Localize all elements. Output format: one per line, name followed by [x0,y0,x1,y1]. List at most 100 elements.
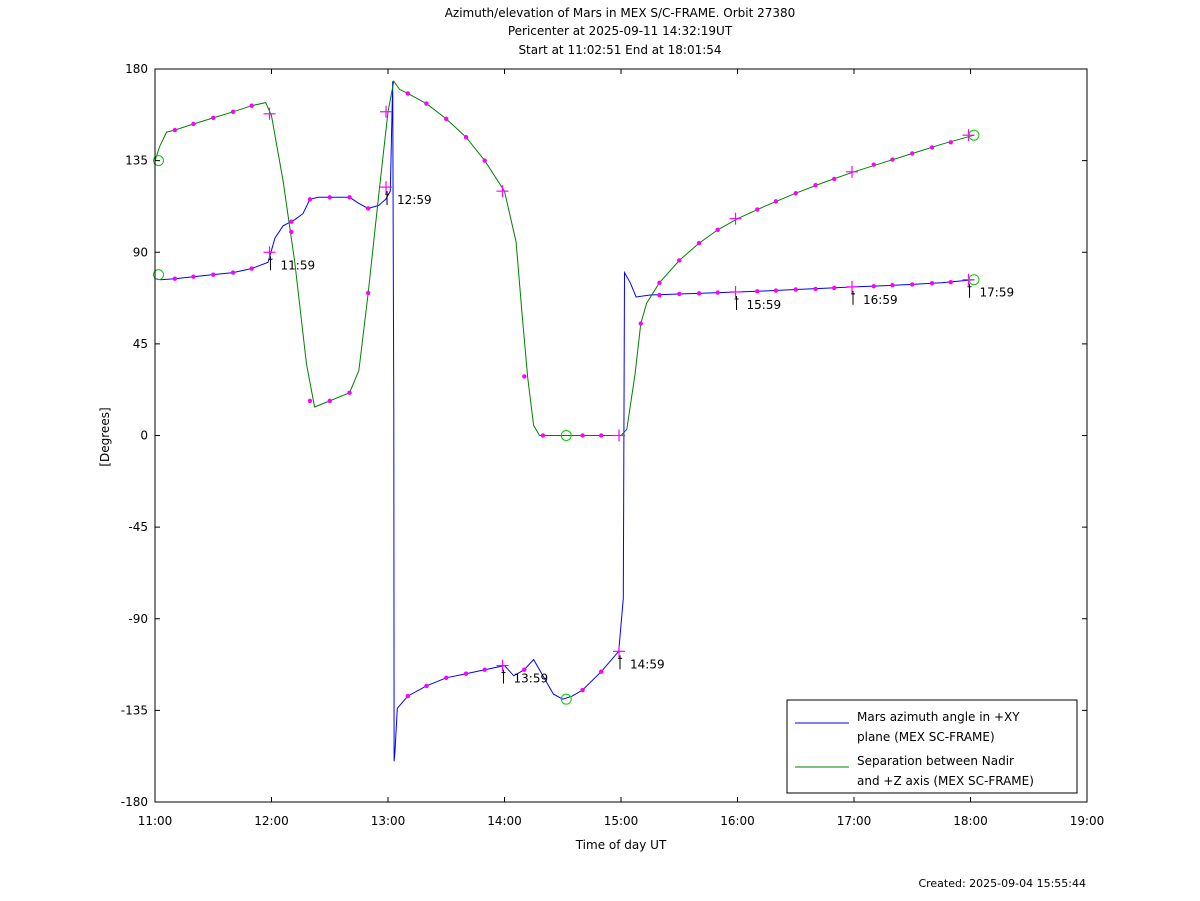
data-point-separation [929,145,935,150]
legend-azimuth-line2: plane (MEX SC-FRAME) [857,730,995,744]
hour-mark-label: 15:59 [747,298,782,312]
data-point-separation [831,176,837,182]
start-end-marker [968,129,980,141]
data-point-azimuth [289,219,294,224]
hour-plus-marker [380,181,393,194]
x-tick-label: 12:00 [254,814,289,828]
data-point-separation [307,398,313,404]
hour-mark-label: 14:59 [630,657,665,671]
data-point-separation [347,390,352,395]
data-point-separation [598,433,604,438]
data-point-azimuth [347,195,352,200]
data-point-separation [813,182,818,188]
data-point-azimuth [307,197,313,202]
data-point-azimuth [890,283,895,288]
hour-mark-label: 11:59 [281,258,316,272]
x-tick-label: 15:00 [604,814,639,828]
data-point-azimuth [677,291,682,297]
hour-plus-marker [496,659,509,672]
x-tick-label: 13:00 [371,814,406,828]
data-point-separation [482,158,487,163]
start-end-marker [560,430,572,441]
hour-plus-marker [380,105,393,118]
data-point-azimuth [871,284,877,289]
hour-plus-marker [846,280,859,293]
data-point-separation [172,127,178,133]
y-tick-label: -180 [121,795,148,809]
start-end-marker [152,155,164,167]
data-point-separation [444,116,449,122]
hour-mark-label: 16:59 [863,293,898,307]
data-point-separation [657,280,662,285]
data-point-azimuth [249,266,254,271]
data-point-azimuth [191,274,196,279]
data-point-azimuth [230,270,236,275]
chart-title: Azimuth/elevation of Mars in MEX S/C-FRA… [444,6,796,20]
data-point-separation [289,229,294,235]
data-point-azimuth [211,272,216,277]
y-tick-label: 135 [125,154,148,168]
data-point-azimuth [522,667,527,672]
y-axis-label: [Degrees] [98,407,112,466]
y-tick-label: 180 [125,62,148,76]
y-tick-label: -135 [121,703,148,717]
hour-mark-label: 17:59 [980,286,1015,300]
y-tick-label: 90 [133,245,148,259]
data-point-separation [638,321,644,326]
data-point-azimuth [773,288,779,293]
data-point-separation [540,433,546,438]
hour-plus-marker [496,185,509,198]
data-point-azimuth [365,206,371,211]
data-point-azimuth [929,280,935,286]
start-end-text: Start at 11:02:51 End at 18:01:54 [518,43,722,57]
data-point-azimuth [424,683,429,689]
pericenter-text: Pericenter at 2025-09-11 14:32:19UT [507,24,733,38]
x-axis-label: Time of day UT [575,838,667,852]
hour-plus-marker [729,212,742,225]
start-end-marker [152,269,164,281]
data-point-separation [463,135,469,140]
data-point-separation [191,121,196,127]
hour-plus-marker [613,429,626,442]
x-tick-label: 11:00 [138,814,173,828]
hour-plus-marker [263,107,276,120]
data-point-separation [755,207,760,212]
data-point-separation [522,374,527,379]
data-point-azimuth [793,287,798,292]
x-tick-label: 14:00 [487,814,522,828]
legend-separation-line1: Separation between Nadir [857,754,1014,768]
data-point-separation [890,157,895,162]
data-point-separation [249,103,254,108]
data-point-azimuth [482,667,487,672]
x-tick-label: 16:00 [720,814,755,828]
legend-azimuth-line1: Mars azimuth angle in +XY [857,710,1020,724]
legend-box [786,699,1078,794]
data-point-azimuth [755,289,760,294]
series-line-separation [154,79,975,436]
hour-mark-label: 12:59 [397,193,432,207]
legend: Mars azimuth angle in +XY plane (MEX SC-… [786,699,1078,794]
y-tick-label: 45 [133,337,148,351]
start-end-marker [560,693,572,705]
data-point-separation [871,162,877,167]
start-end-marker [968,274,980,286]
data-point-separation [327,398,332,404]
data-point-separation [365,290,371,296]
data-point-separation [696,240,702,246]
data-point-azimuth [657,292,662,298]
data-point-azimuth [715,290,720,295]
data-point-separation [677,258,682,263]
x-tick-label: 19:00 [1070,814,1105,828]
hour-plus-marker [729,285,742,298]
data-point-separation [405,91,411,96]
data-point-azimuth [444,675,449,680]
data-point-azimuth [405,693,411,699]
hour-plus-marker [263,246,276,259]
data-point-separation [715,227,720,233]
data-point-azimuth [831,285,837,291]
hour-mark-label: 13:59 [514,672,549,686]
data-point-azimuth [598,669,604,674]
data-point-azimuth [910,282,915,287]
y-tick-label: -90 [128,612,148,626]
data-point-azimuth [172,276,178,281]
